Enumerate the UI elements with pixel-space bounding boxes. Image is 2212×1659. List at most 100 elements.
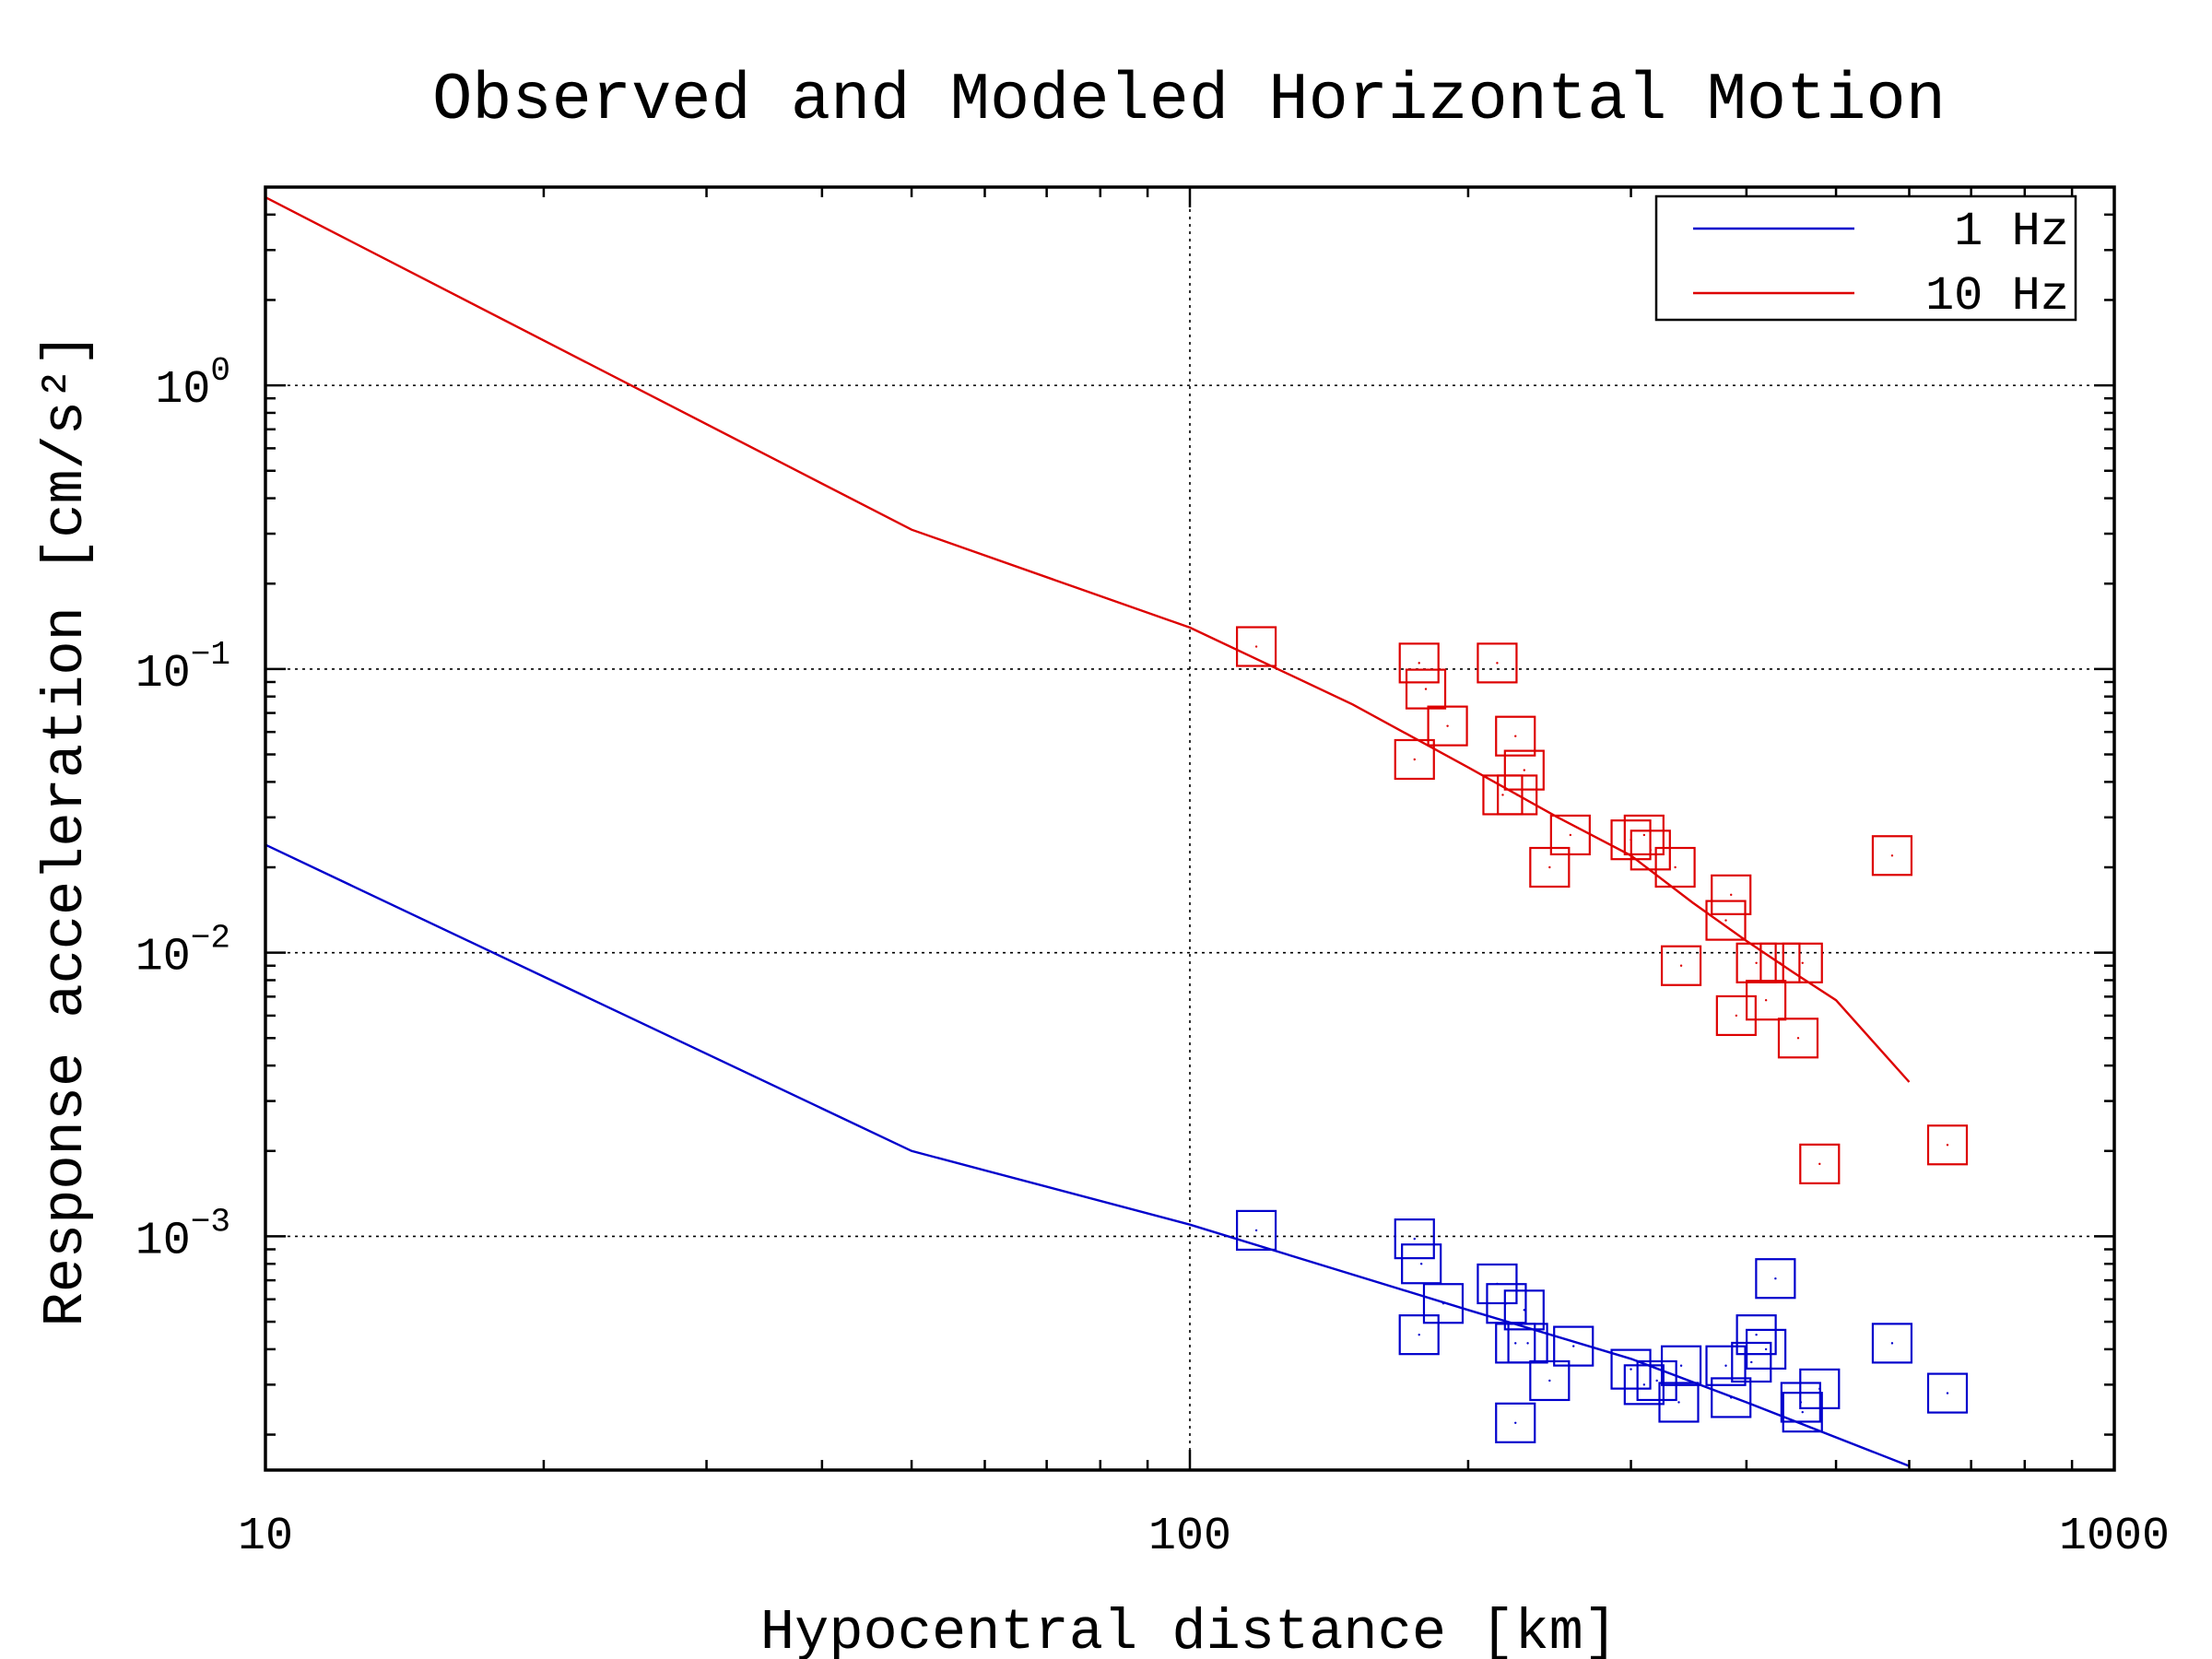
data-point-center-1-hz [1514,1342,1517,1345]
x-tick-label: 1000 [2059,1511,2170,1563]
data-point-1-hz [1401,1243,1442,1285]
data-point-1-hz [1553,1325,1594,1367]
data-point-1-hz [1422,1283,1465,1324]
data-point-center-1-hz [1441,1302,1445,1305]
data-point-center-1-hz [1679,1364,1683,1367]
y-tick-exponent: 0 [210,352,230,390]
data-point-10-hz [1477,642,1518,684]
data-point-1-hz [1486,1283,1527,1324]
y-tick-exponent: −1 [191,636,230,674]
data-point-10-hz [1799,1143,1841,1184]
data-point-center-1-hz [1774,1277,1777,1280]
y-tick-label: 10−2 [135,920,230,984]
y-tick-base: 10 [135,1215,191,1267]
data-point-10-hz [1715,994,1757,1037]
data-point-center-1-hz [1514,1421,1517,1425]
data-point-1-hz [1782,1392,1823,1433]
data-point-1-hz [1705,1345,1747,1386]
data-point-center-1-hz [1630,1368,1632,1371]
data-point-center-10-hz [1818,1162,1821,1166]
data-point-1-hz [1636,1359,1677,1402]
data-point-center-1-hz [1523,1309,1526,1312]
y-tick-exponent: −3 [191,1203,230,1241]
data-point-1-hz [1610,1348,1652,1390]
plot-area [265,196,1969,1467]
data-point-center-10-hz [1446,724,1449,727]
data-point-center-10-hz [1496,662,1499,665]
y-tick-label: 10−1 [135,636,230,700]
data-point-1-hz [1507,1323,1548,1364]
data-point-1-hz [1658,1382,1700,1423]
data-point-center-10-hz [1649,849,1653,852]
y-tick-base: 10 [135,932,191,984]
data-point-center-10-hz [1946,1144,1949,1147]
data-point-1-hz [1398,1314,1440,1356]
data-point-center-10-hz [1424,688,1428,690]
y-tick-base: 10 [155,364,210,417]
axis-ticks [264,185,2114,1470]
data-point-center-10-hz [1501,794,1504,796]
data-point-10-hz [1427,705,1468,747]
data-point-10-hz [1623,814,1665,856]
data-point-center-10-hz [1418,662,1420,665]
data-point-1-hz [1235,1209,1277,1252]
data-point-1-hz [1735,1314,1777,1356]
data-point-center-10-hz [1254,645,1258,648]
data-point-center-1-hz [1801,1410,1804,1414]
data-point-1-hz [1755,1258,1796,1300]
data-point-10-hz [1871,835,1913,877]
chart-title: Observed and Modeled Horizontal Motion [432,63,1946,138]
x-tick-label: 10 [238,1511,293,1563]
data-point-center-10-hz [1679,964,1683,967]
data-point-center-1-hz [1418,1333,1420,1336]
data-point-center-1-hz [1419,1263,1423,1265]
data-point-center-1-hz [1548,1379,1551,1382]
data-point-center-1-hz [1890,1342,1894,1345]
data-point-10-hz [1630,830,1671,871]
data-point-center-1-hz [1724,1364,1727,1367]
data-point-center-1-hz [1764,1347,1768,1351]
data-point-10-hz [1660,945,1702,986]
data-point-center-10-hz [1642,833,1646,837]
data-point-center-1-hz [1730,1396,1733,1399]
data-point-center-10-hz [1515,794,1519,796]
data-point-center-1-hz [1946,1392,1949,1394]
data-point-10-hz [1705,900,1747,941]
data-point-10-hz [1495,715,1536,757]
data-point-10-hz [1735,942,1777,983]
data-point-center-10-hz [1796,1037,1800,1040]
data-point-1-hz [1871,1323,1913,1364]
data-point-10-hz [1503,749,1545,791]
data-point-10-hz [1759,942,1801,983]
gridlines [265,187,2114,1470]
data-point-center-1-hz [1799,1401,1803,1404]
series-line-1-hz [265,843,1910,1467]
data-point-center-1-hz [1254,1229,1258,1232]
y-axis-label: Response acceleration [cm/s²] [33,333,99,1327]
data-point-center-10-hz [1779,961,1782,965]
data-point-center-1-hz [1413,1237,1416,1241]
data-point-10-hz [1782,942,1823,983]
y-tick-label: 100 [155,352,230,417]
data-point-center-10-hz [1569,833,1572,837]
data-point-10-hz [1405,668,1447,710]
y-tick-label: 10−3 [135,1203,230,1267]
data-point-center-1-hz [1655,1379,1658,1382]
data-point-center-10-hz [1724,919,1727,922]
data-point-10-hz [1711,874,1752,915]
data-point-10-hz [1235,626,1277,667]
data-point-center-10-hz [1764,999,1768,1002]
y-tick-exponent: −2 [191,920,230,958]
data-point-1-hz [1529,1359,1571,1402]
data-point-10-hz [1746,980,1787,1021]
legend-label-2: 10 Hz [1925,269,2069,324]
legend: 1 Hz 10 Hz [1654,194,2077,324]
x-tick-label: 100 [1148,1511,1231,1563]
data-point-center-1-hz [1642,1383,1646,1386]
data-point-1-hz [1731,1341,1772,1383]
legend-label-1: 1 Hz [1954,205,2069,259]
data-point-center-10-hz [1730,893,1733,897]
data-point-10-hz [1529,846,1571,888]
data-point-1-hz [1660,1345,1702,1386]
